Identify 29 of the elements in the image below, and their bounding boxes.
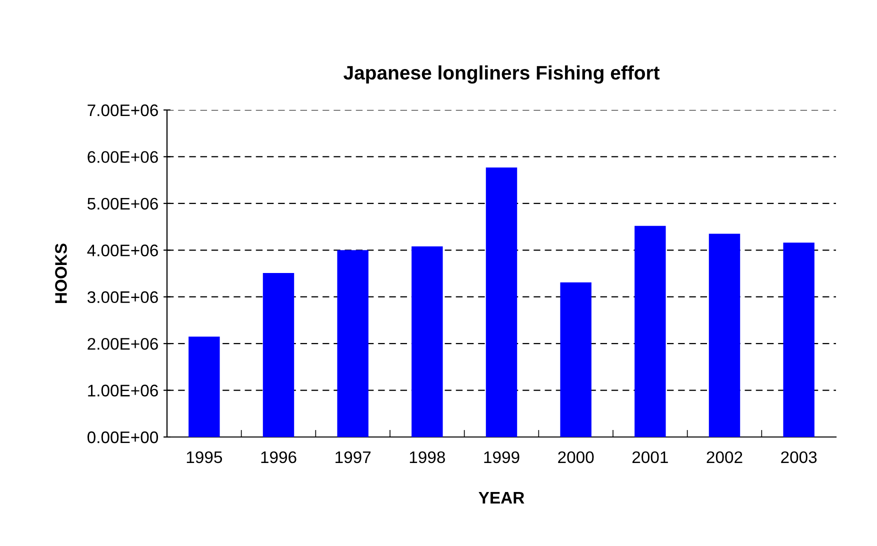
bar <box>783 242 814 437</box>
x-tick-label: 1995 <box>186 451 222 464</box>
y-axis-title: HOOKS <box>55 244 67 303</box>
x-tick-label: 2001 <box>632 451 668 464</box>
chart-title: Japanese longliners Fishing effort <box>344 65 660 84</box>
y-tick-label: 6.00E+06 <box>88 151 158 163</box>
bar <box>708 234 740 437</box>
y-tick-label: 5.00E+06 <box>88 198 158 210</box>
y-tick-label: 3.00E+06 <box>87 291 158 304</box>
bar <box>560 282 592 437</box>
bar <box>634 226 666 437</box>
y-tick-label: 4.00E+06 <box>87 244 158 256</box>
y-tick-label: 7.00E+06 <box>88 104 158 116</box>
y-tick-label: 2.00E+06 <box>88 338 158 350</box>
bar <box>337 250 368 437</box>
x-axis-title: YEAR <box>478 492 524 504</box>
bar <box>188 336 220 437</box>
x-tick-label: 2000 <box>558 451 594 464</box>
x-tick-label: 1997 <box>336 451 371 464</box>
x-tick-label: 1996 <box>261 451 296 464</box>
x-tick-label: 1998 <box>410 451 445 464</box>
x-tick-label: 2003 <box>781 451 817 464</box>
x-tick-label: 2002 <box>706 451 742 464</box>
x-tick-label: 1999 <box>484 451 520 464</box>
bar <box>486 167 518 437</box>
bar <box>412 246 443 437</box>
y-tick-label: 0.00E+00 <box>87 431 158 444</box>
bar <box>262 273 294 437</box>
y-tick-label: 1.00E+06 <box>88 384 158 396</box>
